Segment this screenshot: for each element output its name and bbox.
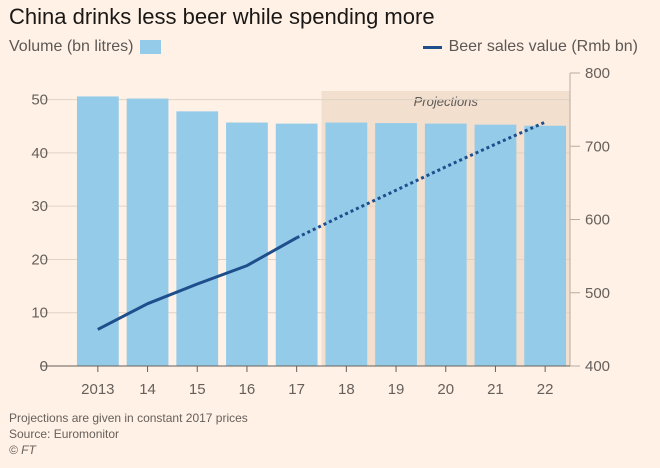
volume-bar bbox=[126, 98, 169, 366]
projection-note: Projections are given in constant 2017 p… bbox=[9, 411, 248, 425]
sales-line-projected bbox=[295, 120, 546, 240]
volume-bar bbox=[474, 124, 517, 366]
ft-credit: © FT bbox=[9, 443, 36, 457]
legend-sales-line-key bbox=[422, 45, 442, 49]
legend-volume-swatch bbox=[139, 40, 161, 54]
x-axis-tick-label: 22 bbox=[537, 381, 554, 398]
right-axis-tick-label: 400 bbox=[585, 358, 610, 375]
x-axis-tick-label: 2013 bbox=[81, 381, 114, 398]
x-axis-tick-label: 16 bbox=[239, 381, 256, 398]
x-axis-tick-label: 17 bbox=[288, 381, 305, 398]
legend-volume: Volume (bn litres) bbox=[9, 38, 161, 56]
legend-sales-label: Beer sales value (Rmb bn) bbox=[448, 38, 638, 55]
projection-label: Projections bbox=[414, 94, 479, 109]
left-axis-tick-label: 10 bbox=[31, 305, 48, 322]
x-axis-tick-label: 18 bbox=[338, 381, 355, 398]
volume-bar bbox=[375, 123, 417, 367]
legend-volume-label: Volume (bn litres) bbox=[9, 38, 134, 55]
x-axis-tick-label: 14 bbox=[139, 381, 156, 398]
right-axis-tick-label: 500 bbox=[585, 285, 610, 302]
volume-bar bbox=[424, 123, 467, 366]
volume-bar bbox=[76, 96, 119, 366]
x-axis-tick-label: 20 bbox=[437, 381, 454, 398]
x-axis-tick-label: 19 bbox=[388, 381, 405, 398]
right-axis-tick-label: 700 bbox=[585, 138, 610, 155]
volume-bar bbox=[226, 122, 268, 366]
volume-bar bbox=[176, 111, 219, 367]
right-axis-tick-label: 600 bbox=[585, 212, 610, 229]
right-axis-tick-label: 800 bbox=[585, 65, 610, 82]
x-axis-tick-label: 15 bbox=[189, 381, 206, 398]
chart-title: China drinks less beer while spending mo… bbox=[9, 4, 435, 29]
volume-bar bbox=[325, 122, 368, 366]
volume-bar bbox=[524, 125, 567, 367]
x-axis-tick-label: 21 bbox=[487, 381, 504, 398]
legend-sales: Beer sales value (Rmb bn) bbox=[422, 38, 638, 56]
chart-area: Projections01020304050400500600700800201… bbox=[31, 65, 610, 398]
chart-notes: Projections are given in constant 2017 p… bbox=[9, 410, 248, 458]
source-note: Source: Euromonitor bbox=[9, 427, 120, 441]
left-axis-tick-label: 50 bbox=[31, 92, 48, 109]
left-axis-tick-label: 40 bbox=[31, 145, 48, 162]
left-axis-tick-label: 20 bbox=[31, 251, 48, 268]
sales-line-actual bbox=[97, 236, 298, 331]
left-axis-tick-label: 30 bbox=[31, 198, 48, 215]
